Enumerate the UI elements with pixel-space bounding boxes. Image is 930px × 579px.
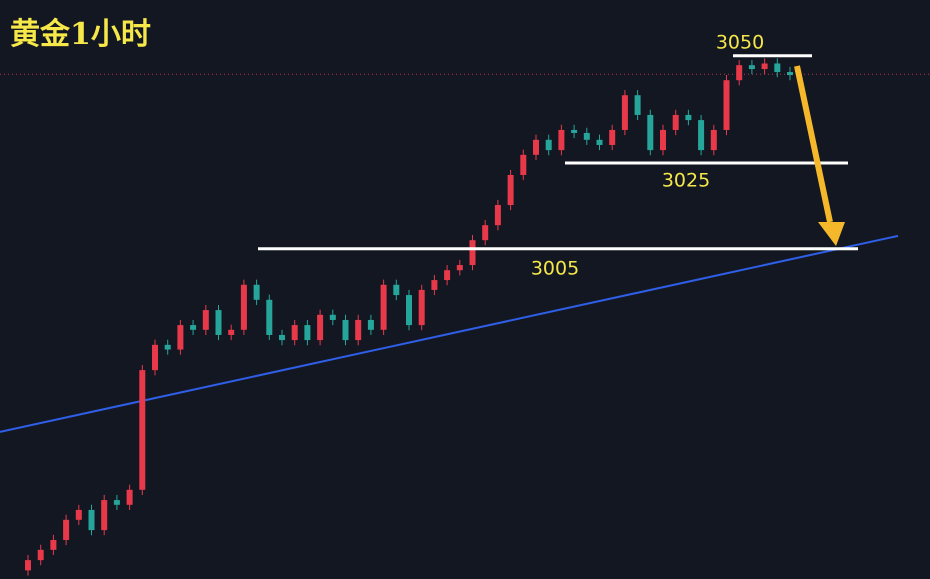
candle-body [101, 500, 108, 531]
candle-body [304, 325, 311, 341]
candle-body [355, 319, 362, 341]
candle-body [75, 509, 82, 520]
candle-body [202, 310, 209, 330]
candle-body [558, 129, 565, 151]
candle-body [406, 295, 412, 326]
candle-body [63, 519, 70, 540]
candle-body [215, 310, 222, 335]
candle-body [545, 139, 552, 151]
candle-body [393, 284, 400, 296]
level-label: 3005 [531, 257, 579, 279]
plot: 3050 3025 3005 [0, 31, 930, 576]
candle-body [113, 500, 120, 505]
candle-body [37, 549, 44, 561]
candle-body [25, 560, 31, 571]
candle-body [609, 129, 616, 145]
candle-body [621, 95, 628, 130]
candle-body [571, 129, 578, 133]
trendline [0, 234, 899, 433]
candle-body [431, 280, 438, 290]
candle-body [685, 114, 692, 121]
candle-body [761, 63, 768, 70]
candle-body [583, 132, 590, 140]
level-label: 3025 [662, 169, 710, 191]
candle-body [418, 289, 425, 326]
candle-body [494, 205, 501, 226]
candle-body [469, 240, 476, 266]
candle-body [520, 154, 527, 175]
candle-body [266, 299, 273, 335]
candle-body [367, 319, 374, 330]
candle-body [228, 329, 235, 335]
arrow-shaft [794, 65, 833, 223]
candle-body [710, 129, 717, 151]
candle-body [787, 72, 793, 76]
arrow [794, 65, 845, 246]
candle-body [164, 344, 171, 350]
candle-body [596, 139, 603, 145]
candle-body [50, 539, 57, 550]
candle-body [533, 139, 539, 155]
candle-body [152, 344, 158, 371]
candle-body [380, 284, 387, 330]
candle-body [329, 314, 336, 320]
candle-body [342, 319, 349, 341]
candle-body [507, 174, 514, 206]
candle-body [126, 489, 133, 505]
candle-body [240, 284, 247, 330]
candle-body [177, 325, 184, 350]
candle-body [139, 370, 146, 490]
candle-body [291, 325, 298, 341]
candle-body [660, 129, 666, 151]
candle-body [698, 120, 705, 151]
candle-body [774, 63, 781, 73]
candle-body [444, 270, 451, 281]
candle-body [672, 114, 679, 130]
candle-body [279, 334, 285, 341]
candle-body [253, 284, 260, 300]
candle-body [748, 65, 755, 70]
candle-body [190, 325, 197, 330]
candle-body [456, 265, 463, 271]
candle-body [647, 114, 654, 151]
level-label: 3050 [716, 31, 764, 53]
candle-body [736, 65, 743, 81]
candle-body [634, 95, 641, 115]
chart-title: 黄金1小时 [10, 17, 151, 52]
candle-body [723, 80, 730, 130]
candle-body [482, 225, 489, 241]
candle-body [317, 314, 324, 341]
candle-body [88, 509, 95, 531]
arrow-head [818, 222, 845, 246]
